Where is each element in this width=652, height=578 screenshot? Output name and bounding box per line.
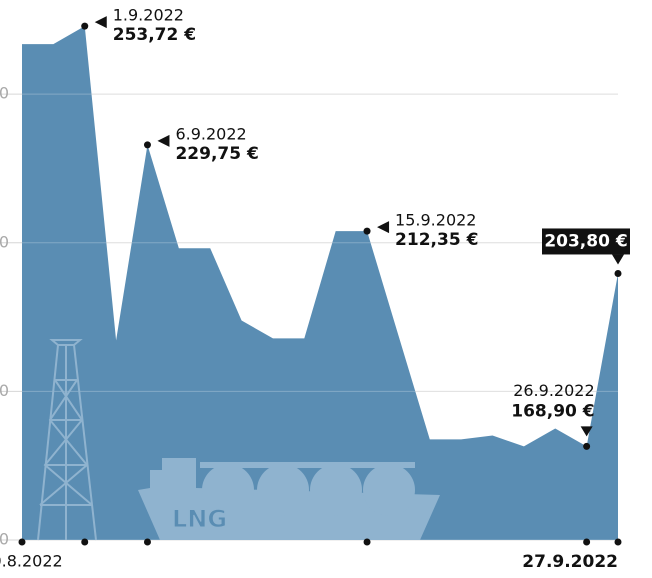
- area: [22, 26, 618, 541]
- y-tick-label: 150: [0, 530, 9, 549]
- ship-label: LNG: [172, 505, 227, 533]
- annotation-date: 15.9.2022: [395, 211, 476, 230]
- annotation-date: 1.9.2022: [113, 6, 184, 25]
- y-tick-label: 210: [0, 232, 9, 251]
- pointer: [94, 16, 107, 29]
- illustration: LNG: [37, 339, 440, 541]
- axis-dot: [18, 538, 26, 546]
- pointer: [580, 426, 593, 437]
- pointer: [157, 134, 170, 147]
- axis-dot: [614, 538, 622, 546]
- value-label: 253,72 €: [113, 25, 196, 45]
- point: [81, 22, 89, 30]
- value-label: 212,35 €: [395, 230, 478, 250]
- annotation-date: 26.9.2022: [513, 381, 594, 400]
- annotation-date: 6.9.2022: [175, 124, 246, 143]
- pointer: [612, 254, 624, 265]
- x-tick-label: 30.8.2022: [0, 552, 63, 571]
- point: [583, 442, 591, 450]
- point: [614, 269, 622, 277]
- value-label: 168,90 €: [511, 401, 594, 421]
- y-tick-label: 240: [0, 84, 9, 103]
- pointer: [377, 221, 390, 234]
- axis-dot: [143, 538, 151, 546]
- value-label: 229,75 €: [175, 144, 258, 164]
- x-tick-label: 27.9.2022: [522, 552, 618, 572]
- value-label: 203,80 €: [544, 231, 627, 251]
- axis-dot: [583, 538, 591, 546]
- axis-dot: [363, 538, 371, 546]
- point: [363, 227, 371, 235]
- y-tick-label: 180: [0, 381, 9, 400]
- point: [143, 141, 151, 149]
- label-box: [542, 228, 630, 255]
- axis-dot: [81, 538, 89, 546]
